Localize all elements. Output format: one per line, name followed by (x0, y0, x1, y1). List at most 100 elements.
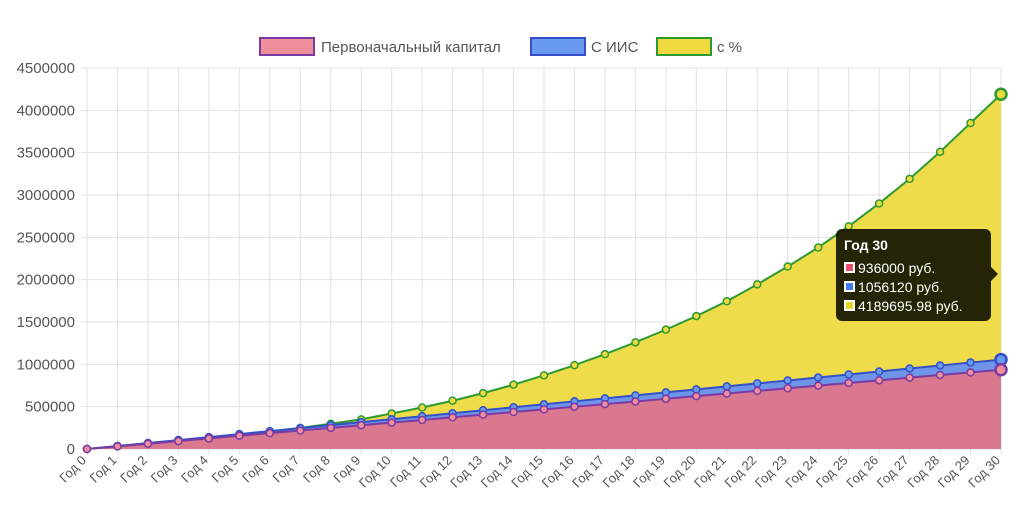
data-point (753, 379, 762, 388)
data-point (966, 358, 975, 367)
data-point (509, 407, 518, 417)
data-point (692, 385, 701, 394)
data-point (570, 360, 579, 370)
x-tick-label: Год 29 (935, 453, 973, 491)
data-point (905, 364, 914, 373)
y-tick-label: 3500000 (17, 145, 75, 162)
tooltip-value-iis: 1056120 руб. (858, 278, 944, 295)
data-point (448, 413, 457, 422)
data-point (113, 442, 122, 451)
data-point (631, 397, 640, 406)
data-point (722, 382, 732, 391)
x-tick-label: Год 12 (417, 453, 455, 491)
x-tick-label: Год 26 (843, 453, 881, 491)
data-point (874, 367, 884, 376)
data-point (753, 386, 762, 396)
x-tick-label: Год 22 (721, 453, 759, 491)
data-point (570, 402, 579, 411)
legend-label: С ИИС (591, 39, 639, 56)
data-point (600, 399, 610, 409)
y-tick-label: 2000000 (17, 272, 75, 289)
data-point (874, 199, 884, 208)
x-tick-label: Год 19 (630, 453, 668, 491)
data-point (844, 378, 853, 388)
data-point (783, 262, 792, 271)
x-tick-label: Год 16 (539, 453, 577, 491)
legend-item-1: С ИИС (530, 37, 639, 56)
data-point (722, 297, 732, 306)
y-tick-label: 4500000 (17, 60, 75, 77)
tooltip-swatch-initial (844, 262, 855, 273)
y-tick-label: 4000000 (17, 102, 75, 119)
data-point (356, 420, 366, 430)
y-tick-label: 3000000 (17, 187, 75, 204)
data-point (539, 405, 549, 414)
data-point (174, 436, 183, 446)
legend-label: с % (717, 39, 742, 56)
tooltip-value-percent: 4189695.98 руб. (858, 297, 963, 314)
x-tick-label: Год 17 (569, 453, 607, 491)
x-tick-label: Год 7 (269, 453, 302, 486)
x-tick-label: Год 15 (508, 453, 546, 491)
data-point (783, 376, 792, 385)
data-point (82, 444, 92, 454)
x-tick-label: Год 3 (148, 453, 181, 486)
x-tick-label: Год 2 (117, 453, 150, 486)
x-tick-label: Год 23 (752, 453, 790, 491)
x-tick-label: Год 4 (178, 453, 211, 486)
y-tick-label: 500000 (25, 399, 75, 416)
legend-swatch (259, 37, 315, 56)
x-tick-label: Год 8 (300, 453, 333, 486)
legend-item-2: с % (656, 37, 742, 56)
data-point (905, 174, 914, 184)
x-tick-label: Год 25 (813, 453, 851, 491)
y-tick-label: 1500000 (17, 314, 75, 331)
x-tick-label: Год 30 (965, 453, 1003, 491)
data-point (478, 410, 488, 419)
x-tick-label: Год 27 (874, 453, 912, 491)
x-tick-label: Год 5 (209, 453, 242, 486)
data-point (905, 373, 914, 382)
x-tick-label: Год 28 (904, 453, 942, 491)
y-tick-label: 2500000 (17, 229, 75, 246)
x-tick-label: Год 0 (56, 453, 89, 486)
data-point (600, 349, 610, 359)
tooltip-row-percent: 4189695.98 руб. (844, 296, 983, 315)
x-tick-label: Год 11 (387, 453, 424, 490)
data-point (204, 434, 214, 443)
data-point (994, 363, 1008, 377)
data-point (661, 394, 671, 404)
data-point (783, 383, 792, 393)
legend-item-0: Первоначальный капитал (259, 37, 501, 56)
data-point (935, 370, 945, 380)
data-point (296, 426, 305, 435)
data-point (539, 371, 549, 380)
data-point (813, 381, 823, 390)
legend-label: Первоначальный капитал (321, 39, 501, 56)
tooltip-title: Год 30 (844, 237, 888, 253)
data-tooltip: Год 30 936000 руб. 1056120 руб. 4189695.… (836, 229, 998, 321)
data-point (844, 370, 853, 379)
data-point (874, 376, 884, 385)
x-tick-label: Год 18 (599, 453, 637, 491)
tooltip-value-initial: 936000 руб. (858, 259, 936, 276)
y-tick-label: 0 (67, 441, 75, 458)
data-point (935, 147, 945, 157)
data-point (265, 428, 275, 438)
data-point (417, 403, 427, 412)
x-tick-label: Год 14 (478, 453, 516, 491)
series-area-2 (87, 94, 1001, 450)
data-point (631, 338, 640, 347)
data-point (661, 325, 671, 334)
data-point (417, 415, 427, 425)
data-point (753, 280, 762, 289)
data-point (478, 388, 488, 398)
data-point (813, 373, 823, 382)
data-point (326, 423, 335, 433)
x-tick-label: Год 10 (356, 453, 394, 491)
x-tick-label: Год 13 (447, 453, 485, 491)
x-tick-label: Год 6 (239, 453, 272, 486)
y-tick-label: 1000000 (17, 356, 75, 373)
